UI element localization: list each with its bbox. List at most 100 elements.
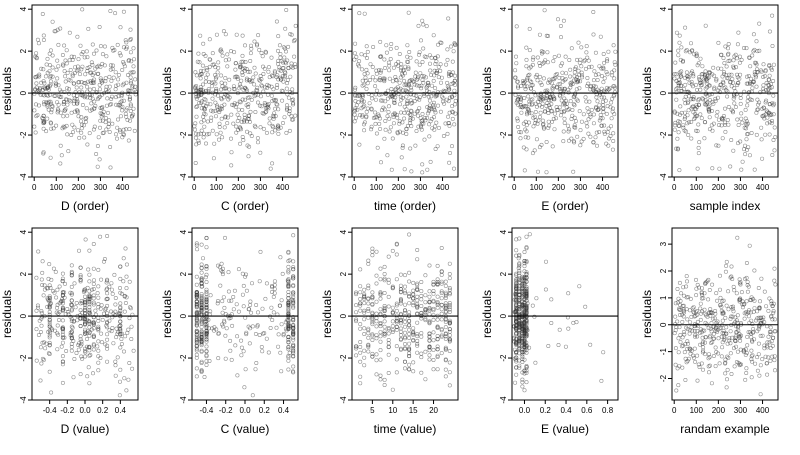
data-point <box>194 294 199 299</box>
data-point <box>415 286 420 291</box>
data-point <box>272 279 277 284</box>
x-tick-label: -0.2 <box>60 406 74 415</box>
data-point <box>698 112 703 117</box>
data-point <box>717 361 722 366</box>
data-point <box>280 271 285 276</box>
data-point <box>423 307 428 312</box>
data-point <box>291 337 296 342</box>
data-point <box>709 381 714 386</box>
data-point <box>747 243 752 248</box>
data-point <box>128 306 133 311</box>
data-point <box>435 367 440 372</box>
data-point <box>435 354 440 359</box>
data-point <box>201 82 206 87</box>
data-point <box>769 299 774 304</box>
data-point <box>43 87 48 92</box>
data-point <box>435 301 440 306</box>
data-point <box>397 119 402 124</box>
data-point <box>711 65 716 70</box>
data-point <box>576 40 581 45</box>
data-point <box>746 308 751 313</box>
data-point <box>551 94 556 99</box>
data-point <box>677 312 682 317</box>
data-point <box>114 132 119 137</box>
data-point <box>676 383 681 388</box>
data-point <box>546 111 551 116</box>
data-point <box>225 115 230 120</box>
data-point <box>258 78 263 83</box>
data-point <box>362 331 367 336</box>
data-point <box>129 336 134 341</box>
data-point <box>62 281 67 286</box>
data-point <box>79 122 84 127</box>
data-point <box>382 77 387 82</box>
data-point <box>420 18 425 23</box>
data-point <box>703 335 708 340</box>
data-point <box>520 311 525 316</box>
data-point <box>95 64 100 69</box>
data-point <box>44 62 49 67</box>
data-point <box>107 130 112 135</box>
data-point <box>744 74 749 79</box>
data-point <box>54 295 59 300</box>
data-point <box>257 279 262 284</box>
data-point <box>370 301 375 306</box>
data-point <box>546 125 551 130</box>
data-point <box>46 351 51 356</box>
data-point <box>740 159 745 164</box>
data-point <box>767 29 772 34</box>
data-point <box>354 353 359 358</box>
data-point <box>524 64 529 69</box>
data-point <box>56 42 61 47</box>
data-point <box>88 92 93 97</box>
data-point <box>677 168 682 173</box>
data-point <box>759 125 764 130</box>
data-point <box>73 70 78 75</box>
data-point <box>231 121 236 126</box>
data-point <box>91 342 96 347</box>
data-point <box>720 345 725 350</box>
data-point <box>724 263 729 268</box>
data-point <box>87 296 92 301</box>
data-point <box>435 263 440 268</box>
data-point <box>219 49 224 54</box>
data-point <box>524 292 529 297</box>
data-point <box>60 380 65 385</box>
data-point <box>698 342 703 347</box>
data-point <box>370 290 375 295</box>
data-point <box>280 66 285 71</box>
data-point <box>370 332 375 337</box>
data-point <box>444 97 449 102</box>
data-point <box>604 111 609 116</box>
data-point <box>557 82 562 87</box>
data-point <box>254 360 259 365</box>
data-point <box>597 103 602 108</box>
data-point <box>71 375 76 380</box>
data-point <box>678 104 683 109</box>
data-point <box>524 320 529 325</box>
data-point <box>558 113 563 118</box>
data-point <box>74 101 79 106</box>
data-point <box>33 87 38 92</box>
data-point <box>769 339 774 344</box>
data-point <box>44 341 49 346</box>
data-point <box>378 357 383 362</box>
data-point <box>122 349 127 354</box>
data-point <box>763 132 768 137</box>
data-point <box>718 303 723 308</box>
data-point <box>415 311 420 316</box>
data-point <box>672 109 677 114</box>
data-point <box>709 340 714 345</box>
data-point <box>716 88 721 93</box>
data-point <box>751 329 756 334</box>
data-point <box>365 106 370 111</box>
data-point <box>63 107 68 112</box>
data-point <box>752 337 757 342</box>
data-point <box>516 256 521 261</box>
data-point <box>252 65 257 70</box>
data-point <box>599 378 604 383</box>
data-point <box>425 105 430 110</box>
data-point <box>569 46 574 51</box>
data-point <box>398 319 403 324</box>
data-point <box>438 90 443 95</box>
